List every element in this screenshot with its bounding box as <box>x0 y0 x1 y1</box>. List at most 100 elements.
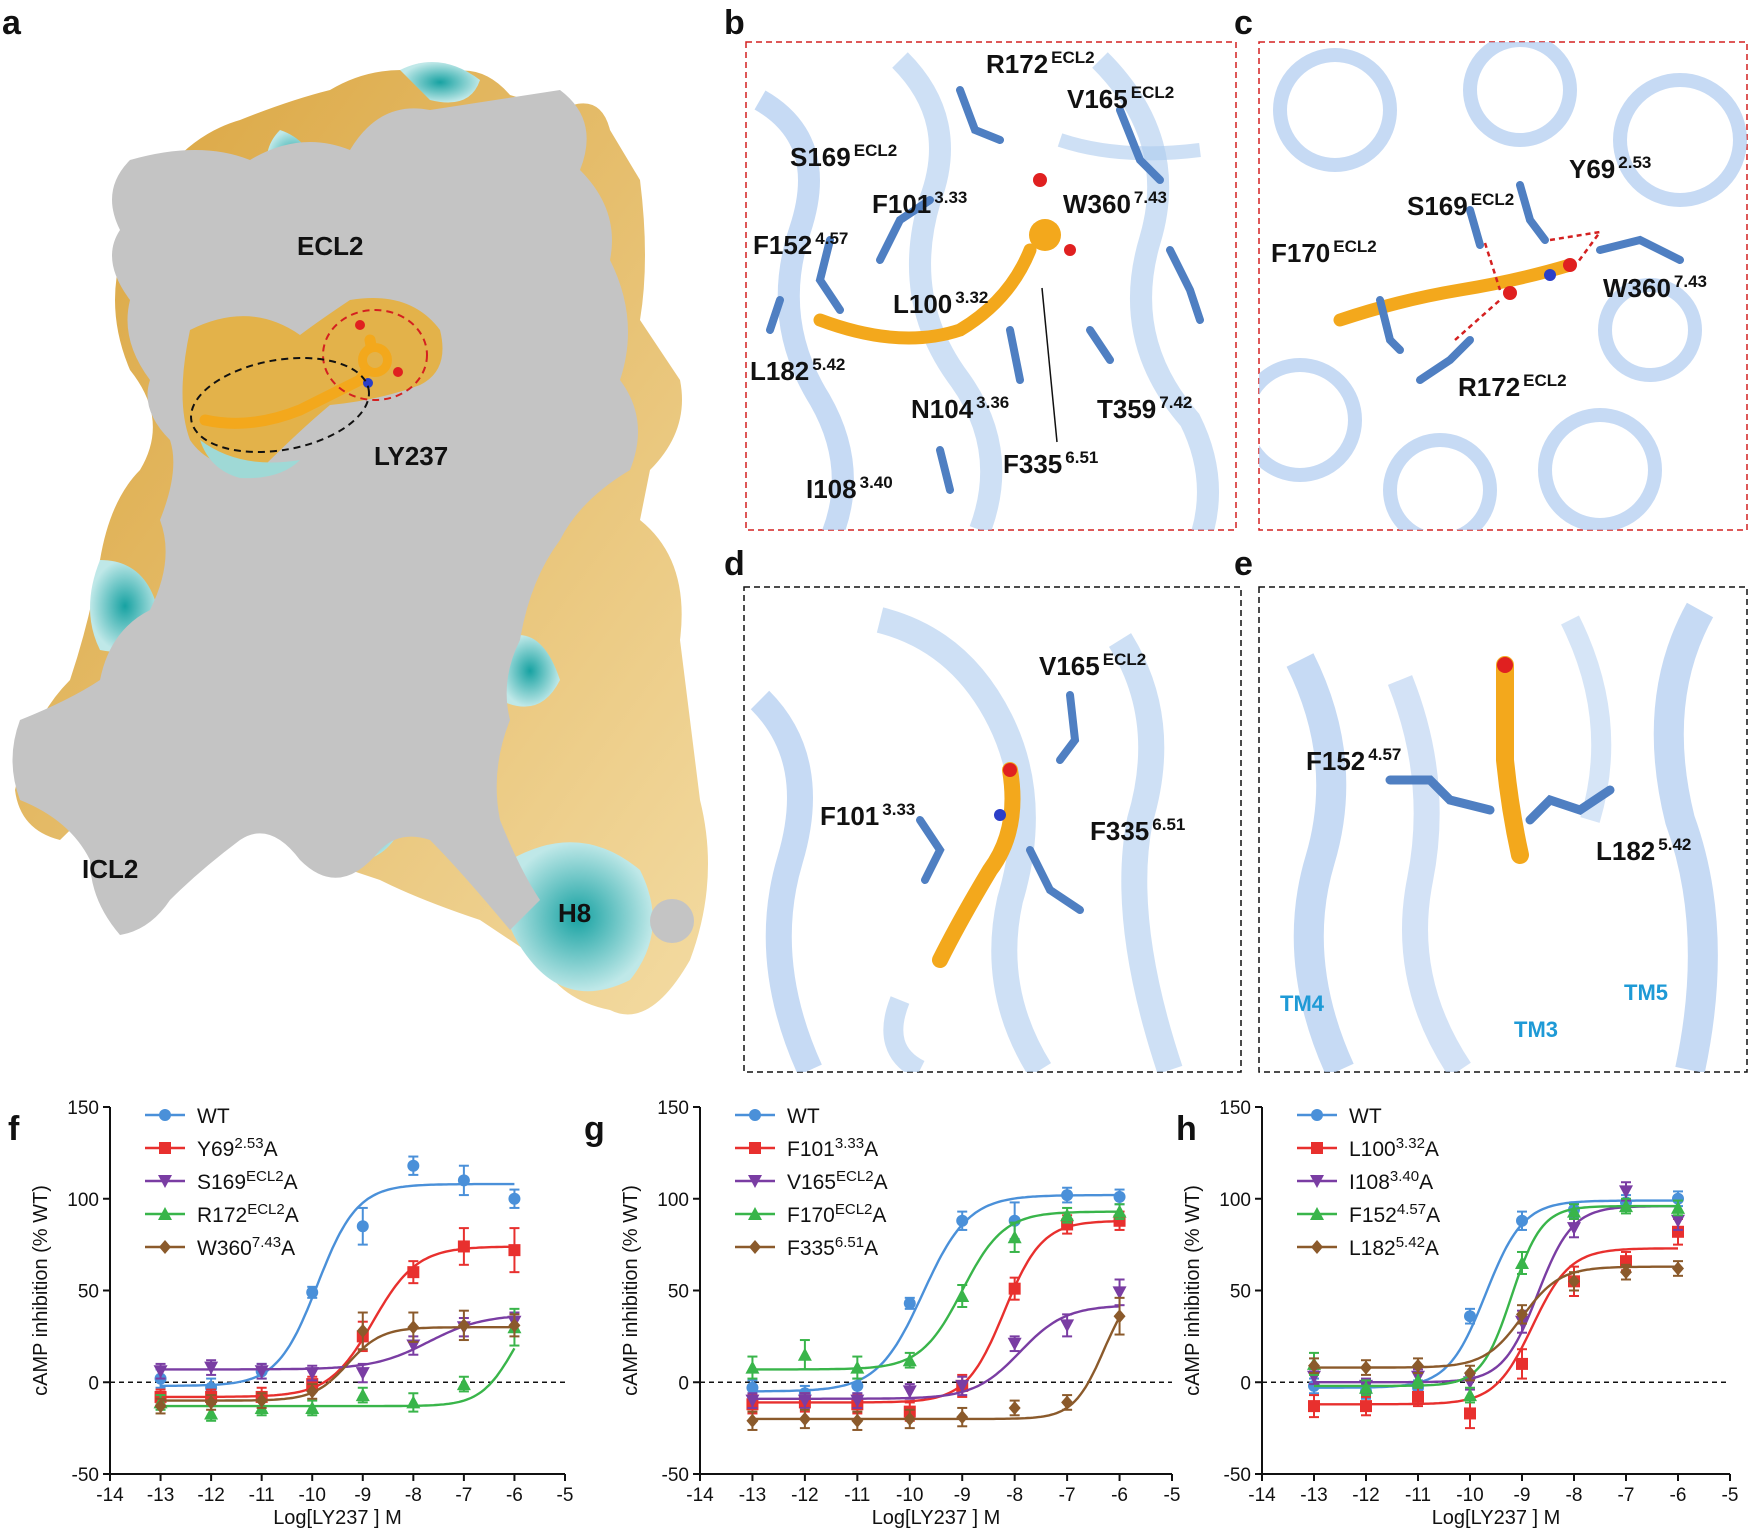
legend-label: WT <box>1349 1105 1382 1128</box>
legend-marker <box>1311 1142 1323 1154</box>
ribbon-b-2 <box>892 52 1003 530</box>
x-tick-label: -6 <box>506 1485 523 1506</box>
data-point <box>1672 1192 1684 1205</box>
fit-curve <box>1314 1204 1679 1384</box>
data-point <box>254 1365 269 1379</box>
series-3 <box>153 1307 522 1422</box>
chart-g: g -50 0 50 100 150 -14 -13 -12 -11 -10 -9 -8 -7 -6 -5 L… <box>584 1098 1180 1529</box>
panel-e-structure <box>1286 602 1718 1072</box>
data-point <box>1567 1204 1581 1218</box>
x-tick-label: -14 <box>686 1485 714 1506</box>
ligand-b <box>813 243 1037 345</box>
legend-label: L1825.42A <box>1349 1234 1439 1260</box>
data-point <box>1112 1204 1127 1218</box>
data-point <box>1308 1400 1320 1413</box>
helix-c-4 <box>1259 358 1362 482</box>
ligand-ring-hole <box>367 352 383 368</box>
x-tick-label: -9 <box>1514 1485 1531 1506</box>
helix-c-5 <box>1383 433 1497 530</box>
data-point <box>356 1323 369 1338</box>
x-tick-label: -7 <box>455 1485 472 1506</box>
residue-label: F335 6.51 <box>1003 448 1098 479</box>
series-3 <box>745 1203 1127 1380</box>
y-tick-label: 50 <box>1230 1282 1251 1303</box>
label-ly237: LY237 <box>374 441 448 471</box>
data-point <box>797 1347 812 1361</box>
series-4 <box>746 1296 1126 1431</box>
data-point <box>1412 1390 1424 1403</box>
panel-c-structure <box>1259 42 1747 530</box>
y-tick-label: -50 <box>1224 1465 1251 1486</box>
data-point <box>1619 1199 1633 1213</box>
ribbon-d-4 <box>883 996 925 1072</box>
legend-marker <box>749 1142 761 1154</box>
residue-label: W360 7.43 <box>1603 272 1707 303</box>
y-tick-label: 0 <box>678 1373 689 1394</box>
pocket-teal-rim <box>200 440 300 479</box>
data-point <box>1567 1222 1581 1236</box>
ligand-e-o <box>1497 657 1513 673</box>
panel-b-letter: b <box>724 4 745 42</box>
data-point <box>1463 1388 1477 1402</box>
fit-curve <box>160 1326 515 1402</box>
fit-curve <box>160 1347 516 1408</box>
headgroup-circle <box>322 309 428 401</box>
x-tick-label: -13 <box>1300 1485 1327 1506</box>
data-point <box>1061 1189 1074 1202</box>
x-tick-label: -11 <box>249 1485 275 1506</box>
data-point <box>1516 1214 1528 1227</box>
residues-c <box>1376 181 1684 384</box>
legend-marker <box>749 1240 761 1254</box>
data-point <box>356 1220 369 1233</box>
legend-label: F170ECL2A <box>787 1201 886 1227</box>
residue-label: L100 3.32 <box>893 288 988 319</box>
ribbon-b-3 <box>1092 52 1219 530</box>
data-point <box>508 1192 521 1205</box>
legend-label: W3607.43A <box>197 1234 295 1260</box>
data-point <box>1308 1358 1320 1373</box>
data-point <box>1671 1214 1685 1228</box>
tm4-label: TM4 <box>1280 991 1325 1016</box>
residue-label: R172 ECL2 <box>1458 371 1567 402</box>
data-point <box>456 1377 471 1391</box>
data-point <box>746 1413 759 1428</box>
helix-c-2 <box>1463 42 1577 147</box>
data-point <box>1464 1310 1476 1323</box>
fit-curve <box>1314 1265 1678 1369</box>
data-point <box>1516 1357 1528 1370</box>
data-point <box>1671 1200 1685 1214</box>
y-axis-title: cAMP inhibition (% WT) <box>30 1185 52 1396</box>
ligand-b-o2 <box>1064 244 1076 256</box>
x-tick-label: -5 <box>557 1485 574 1506</box>
x-tick-label: -6 <box>1111 1485 1128 1506</box>
x-tick-label: -11 <box>844 1485 870 1506</box>
ligand-c-o2 <box>1503 286 1517 300</box>
data-point <box>903 1297 916 1310</box>
legend-marker <box>1311 1109 1323 1121</box>
data-point <box>457 1174 470 1187</box>
residue-label: R172 ECL2 <box>986 48 1095 79</box>
ribbon-d-3 <box>1108 633 1183 1072</box>
surface-teal-patch-1 <box>400 62 480 103</box>
legend-marker <box>748 1207 762 1220</box>
data-point <box>1008 1282 1021 1295</box>
ligand-b-ring <box>1029 219 1061 251</box>
hbonds-c <box>1454 230 1603 341</box>
legend-marker <box>1311 1240 1323 1254</box>
y-tick-label: 0 <box>1240 1373 1251 1394</box>
data-point <box>407 1320 420 1335</box>
x-tick-label: -12 <box>197 1485 224 1506</box>
residue-label: S169 ECL2 <box>1407 190 1514 221</box>
helix-c-3 <box>1613 73 1747 207</box>
fit-curve <box>160 1182 515 1387</box>
chart-h-letter: h <box>1176 1110 1197 1148</box>
data-point <box>1061 1395 1074 1410</box>
ligand-oxygen-1 <box>355 320 365 330</box>
data-point <box>406 1395 421 1409</box>
data-point <box>1008 1400 1021 1415</box>
data-point <box>1360 1360 1372 1375</box>
ribbon-d-2 <box>876 607 1052 1072</box>
y-axis-title: cAMP inhibition (% WT) <box>620 1185 642 1396</box>
surface-gray-section <box>12 90 638 935</box>
